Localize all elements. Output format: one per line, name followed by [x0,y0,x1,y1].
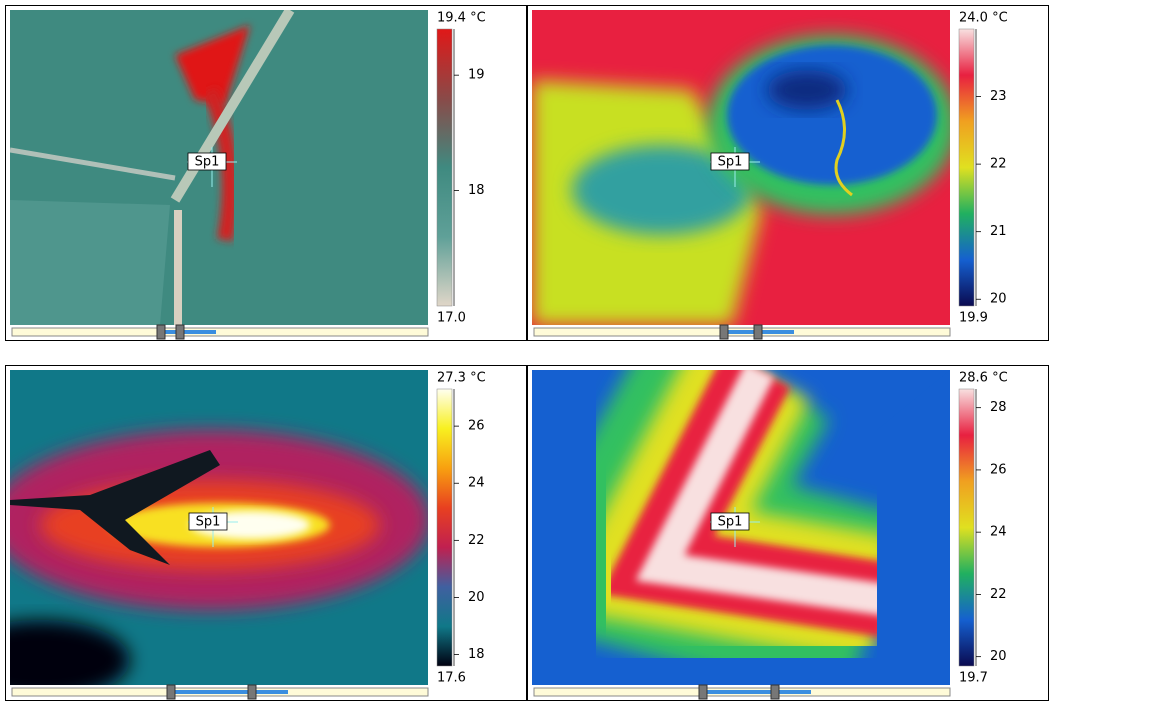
thermal-panel: 28.6 °C 19.7 28 26 24 22 20 Sp1 [527,365,1049,701]
thermal-image [532,10,950,325]
spot-box [187,152,227,171]
slider-handle[interactable] [770,684,780,700]
scale-min-label: 19.9 [959,311,988,326]
scale-tick-label: 24 [468,476,485,491]
scale-tick-label: 20 [990,649,1007,664]
thermal-panel: 27.3 °C 17.6 26 24 22 20 18 Sp1 [5,365,527,701]
scale-tick-label: 22 [990,587,1007,602]
scale-tick-label: 21 [990,224,1007,239]
slider-handle[interactable] [156,324,166,340]
scale-tick-label: 20 [468,590,485,605]
spot-box [710,512,750,531]
scale-max-label: 24.0 °C [959,11,1008,26]
scale-min-label: 17.6 [437,671,466,686]
scale-max-label: 28.6 °C [959,371,1008,386]
spot-label: Sp1 [718,515,743,530]
color-scale [436,28,453,307]
scale-tick-label: 28 [990,400,1007,415]
scale-tick-label: 20 [990,292,1007,307]
thermal-image [532,370,950,685]
spot-label: Sp1 [718,155,743,170]
scale-tick-label: 19 [468,68,485,83]
slider-handle[interactable] [719,324,729,340]
scale-tick-label: 24 [990,525,1007,540]
thermal-panel: 19.4 °C 17.0 19 18 Sp1 [5,5,527,341]
scale-tick-label: 22 [468,533,485,548]
scale-tick-label: 22 [990,157,1007,172]
slider-handle[interactable] [166,684,176,700]
thermal-image [10,10,428,325]
slider-handle[interactable] [247,684,257,700]
slider-range [157,330,216,334]
scale-tick-label: 26 [468,419,485,434]
scale-tick-label: 23 [990,89,1007,104]
range-slider [11,327,429,337]
scale-min-label: 17.0 [437,311,466,326]
spot-label: Sp1 [196,515,221,530]
slider-handle[interactable] [698,684,708,700]
scale-tick-label: 18 [468,183,485,198]
slider-range [167,690,288,694]
scale-tick-label: 18 [468,647,485,662]
scale-tick-label: 26 [990,462,1007,477]
spot-box [710,152,750,171]
thermal-image [10,370,428,685]
spot-label: Sp1 [195,155,220,170]
spot-box [188,512,228,531]
color-scale [958,28,975,307]
scale-max-label: 27.3 °C [437,371,486,386]
thermal-panel: 24.0 °C 19.9 23 22 21 20 Sp1 [527,5,1049,341]
slider-handle[interactable] [753,324,763,340]
color-scale [958,388,975,667]
color-scale [436,388,453,667]
slider-handle[interactable] [175,324,185,340]
scale-max-label: 19.4 °C [437,11,486,26]
slider-range [699,690,811,694]
scale-min-label: 19.7 [959,671,988,686]
